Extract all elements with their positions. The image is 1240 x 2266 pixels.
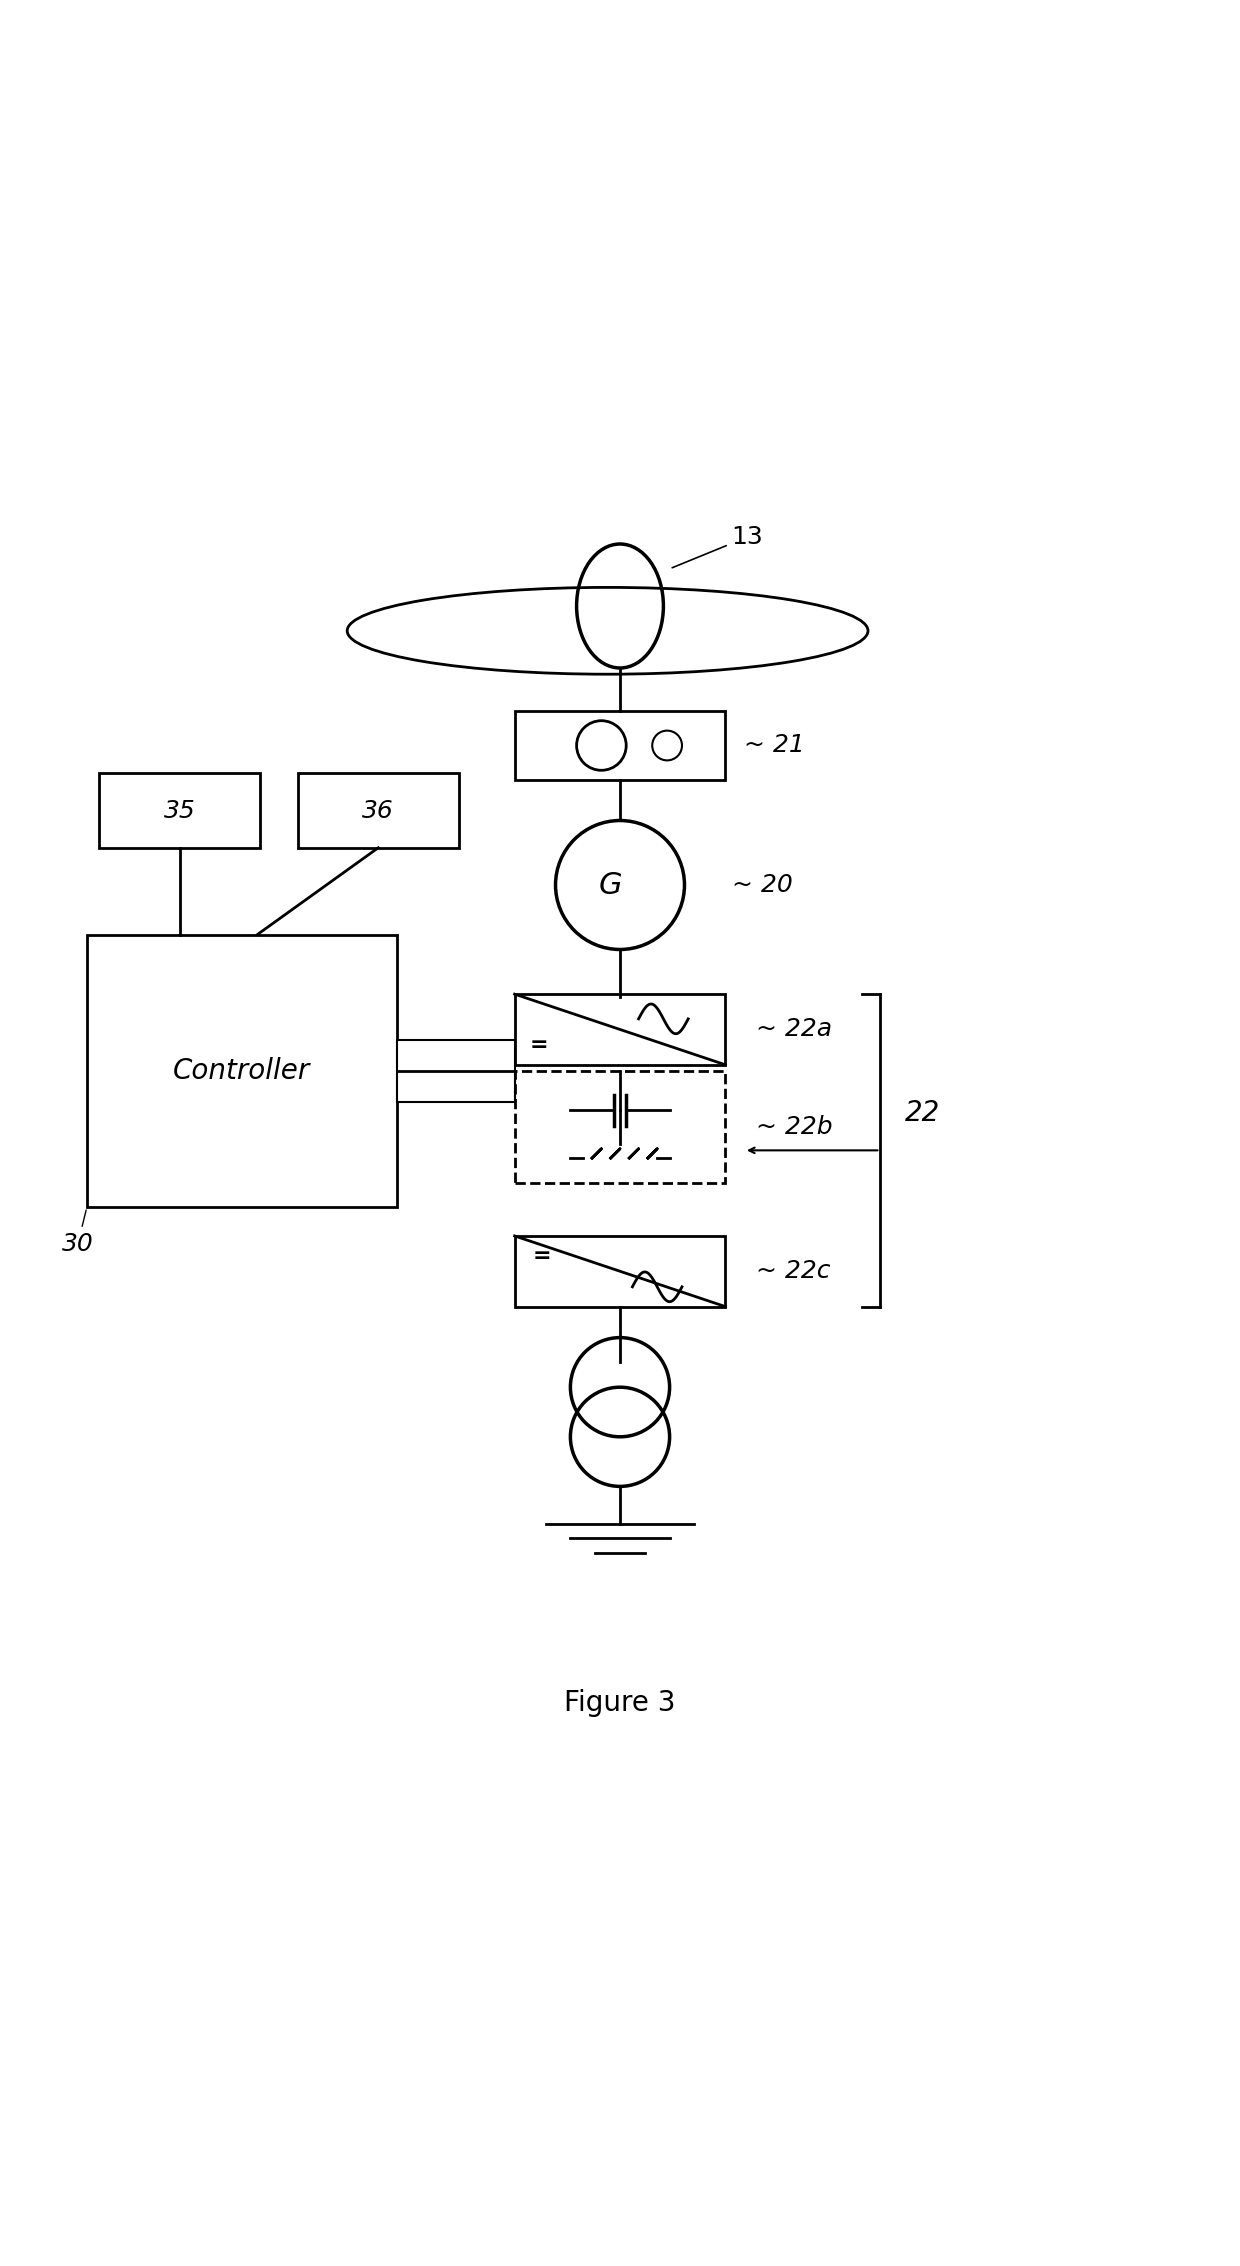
Text: ~ 20: ~ 20 [732,872,792,897]
Text: Figure 3: Figure 3 [564,1690,676,1718]
Text: G: G [598,870,622,900]
FancyBboxPatch shape [397,1040,515,1101]
Text: ~ 21: ~ 21 [744,734,805,757]
Text: 30: 30 [62,1210,94,1255]
FancyBboxPatch shape [515,1235,725,1307]
Text: ~ 22b: ~ 22b [756,1115,833,1140]
Text: 22: 22 [905,1099,940,1126]
Text: ~ 22a: ~ 22a [756,1017,832,1042]
Text: 35: 35 [164,798,196,823]
Text: Controller: Controller [174,1056,310,1085]
Text: 13: 13 [672,526,764,569]
FancyBboxPatch shape [87,934,397,1208]
FancyBboxPatch shape [99,773,260,847]
FancyBboxPatch shape [298,773,459,847]
FancyBboxPatch shape [515,1072,725,1183]
FancyBboxPatch shape [515,995,725,1065]
Text: =: = [532,1246,552,1267]
Text: ~ 22c: ~ 22c [756,1260,831,1283]
Text: 36: 36 [362,798,394,823]
FancyBboxPatch shape [515,712,725,780]
Text: =: = [529,1036,549,1056]
